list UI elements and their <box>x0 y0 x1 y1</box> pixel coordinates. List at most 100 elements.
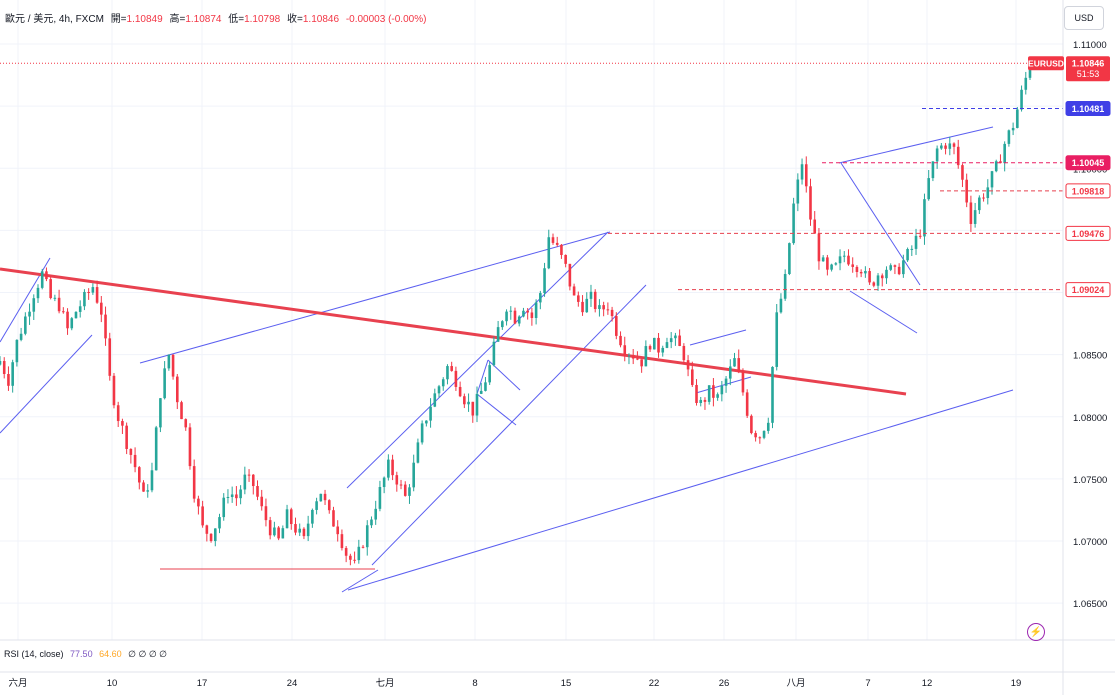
candle-body <box>771 366 774 423</box>
candle-body <box>893 265 897 267</box>
candle-body <box>952 143 956 147</box>
candle-body <box>365 525 369 548</box>
candle-body <box>450 366 453 371</box>
y-tick-label: 1.06500 <box>1073 599 1107 610</box>
candle-body <box>306 523 310 537</box>
candle-body <box>982 197 985 199</box>
y-tick-label: 1.07500 <box>1073 475 1107 486</box>
candle-body <box>104 314 107 339</box>
candle-body <box>842 255 846 257</box>
candle-body <box>543 268 546 294</box>
currency-button[interactable]: USD <box>1064 6 1104 30</box>
trend-channel-line <box>476 359 489 395</box>
candle-body <box>167 354 171 369</box>
candle-body <box>623 345 627 356</box>
x-tick-label: 六月 <box>8 677 27 689</box>
candle-body <box>859 272 863 274</box>
candle-body <box>923 199 926 237</box>
open-label: 開= <box>110 14 127 25</box>
candle-body <box>733 358 736 367</box>
candle-body <box>914 235 918 249</box>
countdown-label: 51:53 <box>1077 69 1100 79</box>
candle-body <box>931 161 935 179</box>
x-tick-label: 24 <box>287 678 298 689</box>
candle-body <box>910 248 914 250</box>
close-label: 收= <box>287 14 303 25</box>
candle-body <box>146 490 150 492</box>
trend-channel-line <box>341 569 379 593</box>
candle-body <box>695 384 698 403</box>
candle-body <box>640 359 643 367</box>
candle-body <box>28 311 31 317</box>
candle-body <box>327 500 331 511</box>
candle-body <box>332 510 335 527</box>
candle-body <box>826 257 829 270</box>
candle-body <box>378 487 382 509</box>
open-value: 1.10849 <box>126 14 163 25</box>
lightning-icon[interactable]: ⚡ <box>1027 623 1045 641</box>
candle-body <box>239 489 242 499</box>
candle-body <box>644 346 648 367</box>
rsi-value-2: 64.60 <box>99 649 122 659</box>
candle-body <box>425 420 428 424</box>
candle-body <box>201 506 204 526</box>
candle-body <box>302 528 306 537</box>
y-tick-label: 1.11000 <box>1073 40 1107 51</box>
rsi-legend: RSI (14, close) 77.50 64.60 ∅ ∅ ∅ ∅ <box>4 649 167 660</box>
candle-body <box>703 399 707 402</box>
candle-body <box>83 291 86 307</box>
candle-body <box>370 519 373 526</box>
candle-body <box>830 264 833 270</box>
candle-body <box>956 146 960 166</box>
candle-body <box>412 462 415 488</box>
candle-body <box>256 486 259 497</box>
candle-body <box>682 345 686 361</box>
symbol-text: 歐元 / 美元, 4h, FXCM <box>5 14 104 25</box>
candle-body <box>631 355 635 359</box>
candle-body <box>374 508 377 520</box>
candles <box>0 61 1032 566</box>
candle-body <box>817 233 821 262</box>
candle-body <box>847 255 850 265</box>
candle-body <box>788 243 791 275</box>
candle-body <box>218 517 221 529</box>
candle-body <box>598 305 601 310</box>
candle-body <box>927 178 930 200</box>
candle-body <box>441 379 445 387</box>
candle-body <box>138 467 141 483</box>
candle-body <box>315 501 318 510</box>
candle-body <box>944 145 947 149</box>
level-price-label: 1.10481 <box>1072 104 1105 114</box>
candle-body <box>572 286 576 296</box>
level-price-tag <box>1065 183 1111 199</box>
candle-body <box>454 370 458 387</box>
candle-body <box>150 470 154 491</box>
candle-body <box>918 235 922 237</box>
change-value: -0.00003 (-0.00%) <box>345 14 427 25</box>
candle-body <box>496 327 500 342</box>
candle-body <box>311 509 314 524</box>
candle-body <box>1020 89 1023 110</box>
candle-body <box>336 526 340 535</box>
candle-body <box>885 269 888 279</box>
candle-body <box>994 161 998 172</box>
candle-body <box>724 378 728 386</box>
candle-body <box>1028 63 1032 78</box>
candle-body <box>19 333 23 340</box>
candle-body <box>707 385 711 402</box>
candle-body <box>665 342 669 348</box>
candle-body <box>610 309 614 317</box>
candle-body <box>876 275 880 286</box>
candle-body <box>433 393 437 407</box>
candle-body <box>851 264 855 267</box>
y-tick-label: 1.08000 <box>1073 413 1107 424</box>
candle-body <box>163 368 166 399</box>
candle-body <box>11 362 14 386</box>
candle-body <box>458 386 462 397</box>
candle-body <box>657 337 660 353</box>
candle-body <box>159 398 162 428</box>
candle-body <box>429 406 432 421</box>
candle-body <box>880 275 884 279</box>
